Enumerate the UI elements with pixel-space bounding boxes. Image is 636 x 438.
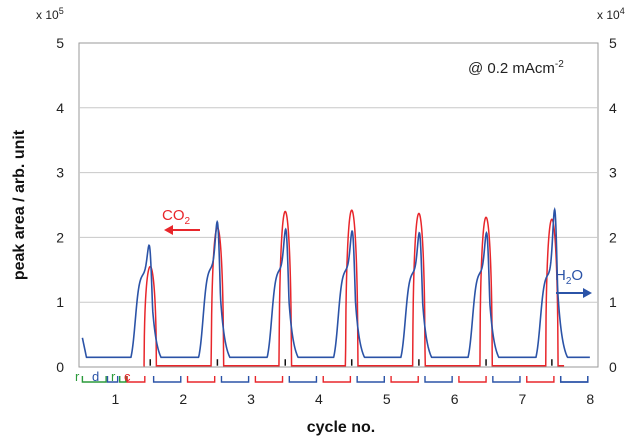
phase-bracket bbox=[186, 376, 216, 383]
right-multiplier: x 104 bbox=[597, 6, 625, 22]
phase-bracket bbox=[526, 376, 555, 383]
phase-label-r: r bbox=[75, 369, 80, 384]
right-tick-label: 0 bbox=[609, 359, 617, 375]
co2-arrow bbox=[164, 225, 200, 235]
series-h2o-line bbox=[81, 206, 590, 359]
h2o-arrow bbox=[556, 288, 592, 298]
left-tick-label: 5 bbox=[56, 35, 64, 51]
x-tick-label: 7 bbox=[519, 391, 527, 407]
right-tick-label: 3 bbox=[609, 165, 617, 181]
phase-bracket bbox=[152, 376, 182, 383]
plot-frame bbox=[78, 42, 599, 368]
phase-bracket bbox=[559, 376, 589, 383]
x-tick-label: 1 bbox=[111, 391, 119, 407]
x-tick-label: 8 bbox=[586, 391, 594, 407]
phase-bracket bbox=[220, 376, 250, 383]
x-axis-title: cycle no. bbox=[307, 419, 375, 436]
h2o-series-label: H2O bbox=[555, 267, 583, 287]
phase-bracket bbox=[356, 376, 385, 383]
phase-bracket bbox=[390, 376, 419, 383]
right-y-axis: 0 1 2 3 4 5 bbox=[609, 35, 617, 375]
phase-bracket bbox=[254, 376, 284, 383]
right-tick-label: 5 bbox=[609, 35, 617, 51]
left-tick-label: 1 bbox=[56, 294, 64, 310]
phase-label-c: c bbox=[124, 369, 131, 384]
x-tick-label: 3 bbox=[247, 391, 255, 407]
phase-bracket bbox=[126, 376, 146, 383]
left-tick-label: 3 bbox=[56, 165, 64, 181]
phase-bracket bbox=[81, 376, 107, 383]
current-density-annotation: @ 0.2 mAcm-2 bbox=[468, 59, 564, 77]
left-tick-label: 2 bbox=[56, 229, 64, 245]
right-tick-label: 4 bbox=[609, 100, 617, 116]
x-tick-label: 6 bbox=[451, 391, 459, 407]
phase-label-d: d bbox=[92, 369, 99, 384]
co2-series-label: CO2 bbox=[162, 207, 191, 227]
phase-bracket bbox=[492, 376, 521, 383]
phase-bracket bbox=[119, 376, 127, 383]
y-axis-title: peak area / arb. unit bbox=[11, 129, 28, 280]
phase-label-r: r bbox=[111, 369, 116, 384]
phase-bracket bbox=[458, 376, 487, 383]
x-tick-label: 2 bbox=[179, 391, 187, 407]
phase-bracket bbox=[559, 376, 589, 383]
series-layer bbox=[81, 206, 590, 367]
phase-bracket bbox=[288, 376, 318, 383]
left-y-axis: 0 1 2 3 4 5 bbox=[56, 35, 64, 375]
left-tick-label: 4 bbox=[56, 100, 64, 116]
phase-bracket bbox=[106, 376, 119, 383]
right-tick-label: 2 bbox=[609, 229, 617, 245]
x-tick-label: 4 bbox=[315, 391, 323, 407]
right-tick-label: 1 bbox=[609, 294, 617, 310]
phase-bracket bbox=[322, 376, 352, 383]
x-tick-label: 5 bbox=[383, 391, 391, 407]
phase-bracket bbox=[424, 376, 453, 383]
left-tick-label: 0 bbox=[56, 359, 64, 375]
x-axis: 1 2 3 4 5 6 7 8 bbox=[111, 391, 594, 407]
left-multiplier: x 105 bbox=[36, 6, 64, 22]
phase-brackets bbox=[81, 376, 589, 383]
gridlines bbox=[79, 107, 598, 303]
